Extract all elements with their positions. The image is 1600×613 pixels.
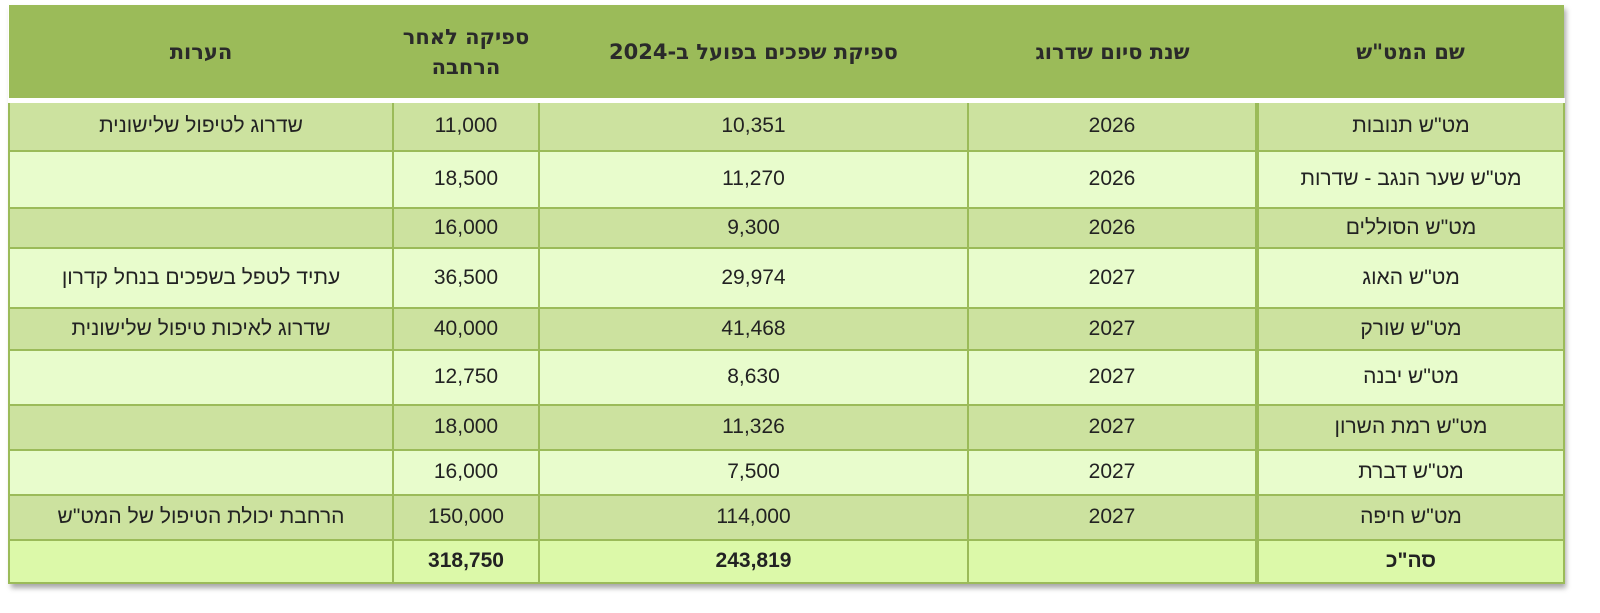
wastewater-table-container: שם המט"ש שנת סיום שדרוג ספיקת שפכים בפוע… xyxy=(8,5,1565,584)
cell-notes: עתיד לטפל בשפכים בנחל קדרון xyxy=(8,246,394,309)
cell-year: 2026 xyxy=(967,149,1258,209)
cell-name: מט"ש האוג xyxy=(1255,246,1565,309)
cell-notes xyxy=(8,149,394,209)
cell-year: 2027 xyxy=(967,306,1258,351)
cell-notes xyxy=(8,206,394,249)
cell-actual: 11,270 xyxy=(538,149,969,209)
cell-year: 2026 xyxy=(967,99,1258,152)
table-row: מט"ש יבנה 2027 8,630 12,750 xyxy=(8,348,1565,406)
cell-actual: 114,000 xyxy=(538,493,969,541)
header-row: שם המט"ש שנת סיום שדרוג ספיקת שפכים בפוע… xyxy=(9,5,1564,103)
cell-actual: 8,630 xyxy=(538,348,969,406)
header-year: שנת סיום שדרוג xyxy=(968,5,1257,103)
cell-after: 16,000 xyxy=(392,206,540,249)
cell-year: 2027 xyxy=(967,448,1258,496)
cell-notes xyxy=(8,348,394,406)
cell-actual: 243,819 xyxy=(538,538,969,584)
cell-name: מט"ש דברת xyxy=(1255,448,1565,496)
cell-year: 2027 xyxy=(967,246,1258,309)
cell-name: מט"ש הסוללים xyxy=(1255,206,1565,249)
cell-after: 318,750 xyxy=(392,538,540,584)
cell-notes: שדרוג לאיכות טיפול שלישונית xyxy=(8,306,394,351)
cell-actual: 11,326 xyxy=(538,403,969,451)
cell-actual: 7,500 xyxy=(538,448,969,496)
cell-after: 16,000 xyxy=(392,448,540,496)
cell-actual: 41,468 xyxy=(538,306,969,351)
cell-notes xyxy=(8,538,394,584)
wastewater-plants-table: שם המט"ש שנת סיום שדרוג ספיקת שפכים בפוע… xyxy=(8,5,1565,584)
table-row: מט"ש הסוללים 2026 9,300 16,000 xyxy=(8,206,1565,249)
cell-after: 150,000 xyxy=(392,493,540,541)
cell-year: 2026 xyxy=(967,206,1258,249)
cell-name: סה"כ xyxy=(1255,538,1565,584)
cell-year xyxy=(967,538,1258,584)
cell-after: 18,000 xyxy=(392,403,540,451)
header-notes: הערות xyxy=(9,5,393,103)
table-row: מט"ש תנובות 2026 10,351 11,000 שדרוג לטיפול … xyxy=(8,99,1565,152)
cell-year: 2027 xyxy=(967,348,1258,406)
cell-after: 12,750 xyxy=(392,348,540,406)
cell-notes: הרחבת יכולת הטיפול של המט"ש xyxy=(8,493,394,541)
cell-year: 2027 xyxy=(967,403,1258,451)
table-row: מט"ש רמת השרון 2027 11,326 18,000 xyxy=(8,403,1565,451)
table-row: מט"ש שורק 2027 41,468 40,000 שדרוג לאיכות טי… xyxy=(8,306,1565,351)
table-row: מט"ש דברת 2027 7,500 16,000 xyxy=(8,448,1565,496)
cell-notes xyxy=(8,448,394,496)
table-row: מט"ש חיפה 2027 114,000 150,000 הרחבת יכולת ה… xyxy=(8,493,1565,541)
cell-name: מט"ש שורק xyxy=(1255,306,1565,351)
cell-name: מט"ש שער הנגב - שדרות xyxy=(1255,149,1565,209)
cell-name: מט"ש רמת השרון xyxy=(1255,403,1565,451)
cell-actual: 10,351 xyxy=(538,99,969,152)
cell-actual: 9,300 xyxy=(538,206,969,249)
total-row: סה"כ 243,819 318,750 xyxy=(8,538,1565,584)
cell-name: מט"ש חיפה xyxy=(1255,493,1565,541)
header-name: שם המט"ש xyxy=(1257,5,1564,103)
cell-year: 2027 xyxy=(967,493,1258,541)
header-after: ספיקה לאחר הרחבה xyxy=(393,5,539,103)
table-row: מט"ש האוג 2027 29,974 36,500 עתיד לטפל בשפכי… xyxy=(8,246,1565,309)
cell-after: 11,000 xyxy=(392,99,540,152)
cell-after: 18,500 xyxy=(392,149,540,209)
header-actual: ספיקת שפכים בפועל ב-2024 xyxy=(539,5,968,103)
cell-name: מט"ש תנובות xyxy=(1255,99,1565,152)
cell-actual: 29,974 xyxy=(538,246,969,309)
cell-notes xyxy=(8,403,394,451)
table-row: מט"ש שער הנגב - שדרות 2026 11,270 18,500 xyxy=(8,149,1565,209)
cell-after: 40,000 xyxy=(392,306,540,351)
cell-notes: שדרוג לטיפול שלישונית xyxy=(8,99,394,152)
cell-name: מט"ש יבנה xyxy=(1255,348,1565,406)
cell-after: 36,500 xyxy=(392,246,540,309)
